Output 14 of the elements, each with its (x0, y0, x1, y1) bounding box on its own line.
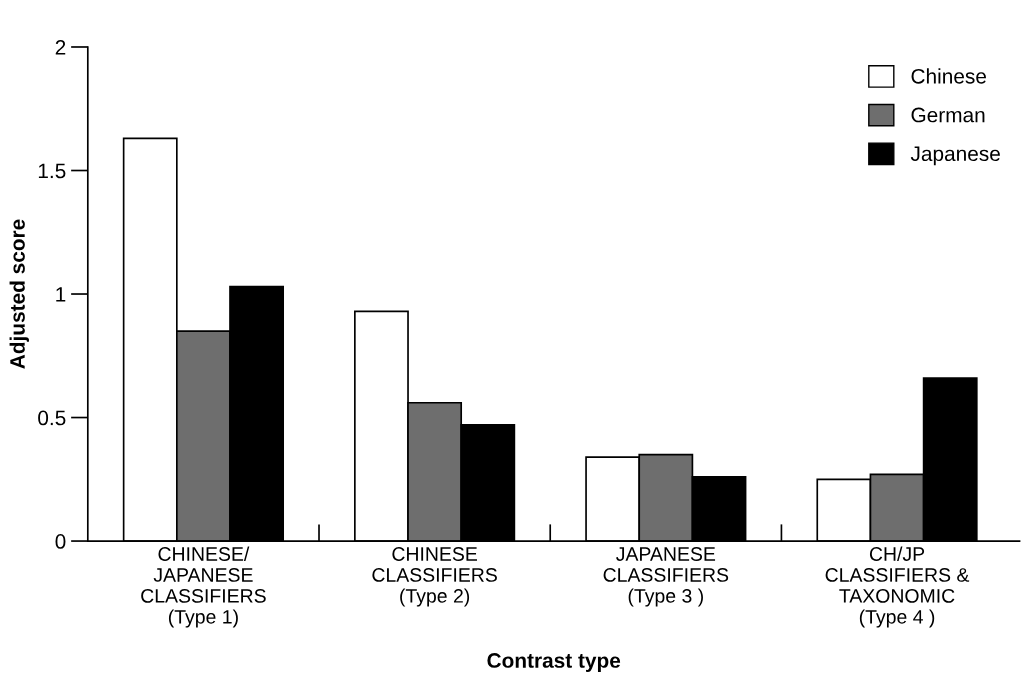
y-tick-label: 1 (56, 287, 66, 302)
x-tick-label: CH/JP CLASSIFIERS & TAXONOMIC (Type 4 ) (825, 546, 970, 628)
x-tick-label: CHINESE/ JAPANESE CLASSIFIERS (Type 1) (141, 546, 266, 628)
x-axis-title: Contrast type (487, 653, 621, 672)
legend-label: Chinese (911, 68, 986, 84)
y-axis-title: Adjusted score (9, 219, 29, 369)
y-tick-label: 2 (55, 39, 66, 55)
y-tick-label: 1.5 (38, 163, 66, 179)
y-tick-label: 0.5 (38, 410, 66, 426)
legend-label: German (911, 107, 985, 123)
x-tick-label: JAPANESE CLASSIFIERS (Type 3 ) (603, 547, 729, 607)
legend-label: Japanese (910, 146, 1000, 166)
y-tick-label: 0 (55, 534, 66, 549)
x-tick-label: CHINESE CLASSIFIERS (Type 2) (372, 547, 497, 607)
